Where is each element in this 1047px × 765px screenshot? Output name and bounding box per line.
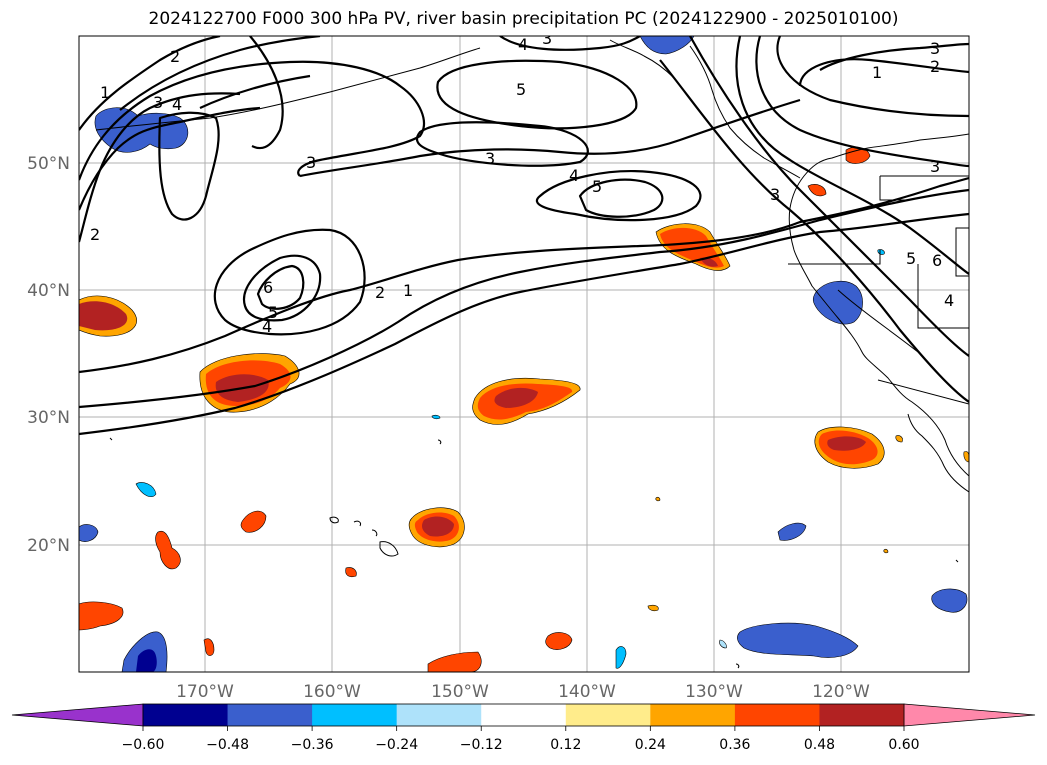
lon-label-120w: 120°W — [812, 682, 870, 702]
lon-label-130w: 130°W — [685, 682, 743, 702]
negative-region — [719, 639, 727, 649]
colorbar-tick-label: −0.60 — [122, 737, 165, 753]
lat-label-50n: 50°N — [27, 154, 70, 174]
colorbar-bin — [734, 704, 820, 726]
latitude-labels: 50°N 40°N 30°N 20°N — [27, 154, 70, 556]
pv-contours — [79, 36, 969, 436]
contour-label: 3 — [770, 185, 780, 204]
contour-label: 3 — [485, 149, 495, 168]
contour-label: 6 — [932, 251, 942, 270]
positive-region — [240, 510, 267, 533]
contour-label: 4 — [518, 35, 528, 54]
negative-region — [931, 588, 968, 613]
colorbar-bin — [650, 704, 736, 726]
colorbar-tick-label: −0.36 — [291, 737, 334, 753]
positive-region — [345, 567, 357, 578]
contour-label: 5 — [268, 303, 278, 322]
negative-region — [615, 646, 627, 669]
contour-label: 1 — [872, 63, 882, 82]
lon-label-160w: 160°W — [303, 682, 361, 702]
contour-label: 5 — [906, 249, 916, 268]
contour-label: 5 — [516, 80, 526, 99]
contour-label: 2 — [930, 57, 940, 76]
negative-region — [812, 280, 863, 325]
negative-region — [79, 524, 99, 542]
negative-region — [777, 522, 807, 541]
plot-frame — [78, 35, 970, 673]
coastlines — [95, 39, 969, 669]
colorbar-frame — [142, 703, 905, 727]
contour-label: 4 — [172, 95, 182, 114]
negative-region — [877, 249, 885, 255]
colorbar: −0.60 −0.48 −0.36 −0.24 −0.12 0.12 0.24 0.36 0.4… — [11, 703, 1036, 753]
colorbar-tick-label: 0.12 — [550, 737, 581, 753]
contour-label: 2 — [90, 225, 100, 244]
colorbar-over-triangle — [903, 703, 1036, 727]
colorbar-bin — [312, 704, 398, 726]
positive-region — [545, 632, 573, 650]
positive-region — [655, 496, 661, 502]
positive-region — [895, 435, 903, 443]
plot-area — [79, 36, 969, 672]
lon-label-140w: 140°W — [558, 682, 616, 702]
contour-label: 1 — [403, 281, 413, 300]
contour-label: 3 — [306, 153, 316, 172]
contour-label: 4 — [262, 317, 272, 336]
gridlines — [79, 36, 969, 672]
contour-label: 2 — [170, 47, 180, 66]
colorbar-bin — [227, 704, 313, 726]
colorbar-bin — [396, 704, 482, 726]
positive-region — [155, 530, 181, 570]
negative-region — [135, 482, 157, 497]
map-title: 2024122700 F000 300 hPa PV, river basin … — [148, 9, 899, 29]
contour-label: 6 — [263, 278, 273, 297]
colorbar-bin — [819, 704, 905, 726]
positive-region — [883, 548, 889, 554]
negative-region — [737, 622, 859, 658]
colorbar-tick-label: −0.48 — [206, 737, 249, 753]
lat-label-30n: 30°N — [27, 408, 70, 428]
lon-label-150w: 150°W — [431, 682, 489, 702]
contour-label: 4 — [569, 166, 579, 185]
contour-label: 4 — [944, 291, 954, 310]
negative-region — [431, 414, 441, 420]
lat-label-20n: 20°N — [27, 536, 70, 556]
contour-labels: 1 2 4 5 6 5 4 5 3 3 3 4 1 2 2 1 2 3 3 3 … — [90, 29, 954, 336]
longitude-labels: 170°W 160°W 150°W 140°W 130°W 120°W — [176, 682, 870, 702]
contour-label: 3 — [930, 157, 940, 176]
colorbar-tick-label: 0.24 — [635, 737, 666, 753]
positive-region — [203, 638, 215, 656]
colorbar-under-triangle — [11, 703, 144, 727]
precipitation-shading — [79, 36, 969, 672]
colorbar-bin — [143, 704, 229, 726]
lat-label-40n: 40°N — [27, 281, 70, 301]
positive-region — [647, 604, 659, 612]
lon-label-170w: 170°W — [176, 682, 234, 702]
contour-label: 3 — [930, 39, 940, 58]
colorbar-bin — [565, 704, 651, 726]
contour-label: 5 — [592, 177, 602, 196]
colorbar-tick-label: 0.36 — [719, 737, 750, 753]
positive-region — [963, 451, 969, 463]
negative-region — [639, 36, 695, 55]
contour-label: 3 — [153, 93, 163, 112]
colorbar-bin — [481, 704, 567, 726]
contour-label: 2 — [375, 283, 385, 302]
positive-region — [79, 601, 124, 631]
contour-label: 1 — [100, 83, 110, 102]
colorbar-tick-label: 0.60 — [888, 737, 919, 753]
positive-region — [807, 184, 827, 197]
colorbar-tick-label: 0.48 — [804, 737, 835, 753]
colorbar-tick-label: −0.24 — [375, 737, 418, 753]
colorbar-tick-label: −0.12 — [460, 737, 503, 753]
contour-label: 3 — [542, 29, 552, 48]
